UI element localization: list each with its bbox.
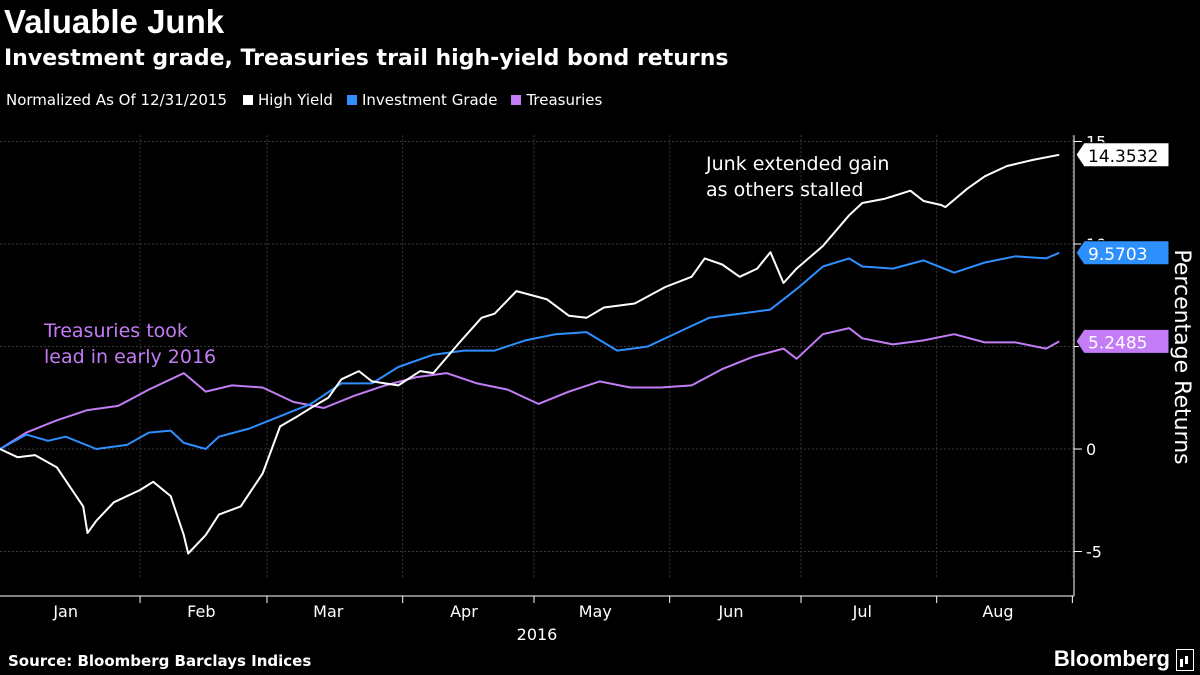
legend-item-investment-grade: Investment Grade xyxy=(346,90,498,110)
x-tick-label: Aug xyxy=(982,602,1013,621)
legend-item-high-yield: High Yield xyxy=(243,90,333,110)
series-line-treasuries xyxy=(0,327,1060,450)
end-flag-high-yield xyxy=(1075,142,1170,168)
annotation-line: lead in early 2016 xyxy=(44,346,216,368)
legend-label-high-yield: High Yield xyxy=(258,91,333,109)
end-value-label-treasuries: 5.2485 xyxy=(1088,333,1147,353)
y-tick-label: 0 xyxy=(1086,440,1096,459)
x-tick-label: Jan xyxy=(52,602,78,621)
end-flag-treasuries xyxy=(1075,328,1170,354)
end-value-label-investment-grade: 9.5703 xyxy=(1088,245,1147,265)
annotation-line: as others stalled xyxy=(706,179,863,201)
x-tick-label: Jul xyxy=(852,602,872,621)
x-tick-label: May xyxy=(579,602,612,621)
legend-swatch-high-yield xyxy=(243,95,253,105)
source-note: Source: Bloomberg Barclays Indices xyxy=(8,652,312,670)
x-tick-label: Feb xyxy=(187,602,215,621)
legend-item-treasuries: Treasuries xyxy=(511,90,602,110)
chart-subtitle: Investment grade, Treasuries trail high-… xyxy=(4,46,729,71)
legend-label-investment-grade: Investment Grade xyxy=(361,91,498,109)
legend-swatch-treasuries xyxy=(511,95,522,105)
legend-swatch-investment-grade xyxy=(346,95,357,105)
x-tick-label: Jun xyxy=(717,602,743,621)
y-axis-label: Percentage Returns xyxy=(1169,249,1194,464)
end-value-label-high-yield: 14.3532 xyxy=(1088,147,1158,167)
normalization-note: Normalized As Of 12/31/2015 xyxy=(6,91,227,109)
legend-label-treasuries: Treasuries xyxy=(526,91,603,109)
series-line-investment-grade xyxy=(0,251,1060,450)
x-tick-label: Mar xyxy=(313,602,344,621)
series-line-high-yield xyxy=(0,153,1060,555)
x-tick-label: Apr xyxy=(450,602,478,621)
bloomberg-chart-icon xyxy=(1176,649,1194,671)
chart-title: Valuable Junk xyxy=(4,3,225,40)
x-axis-label: 2016 xyxy=(517,625,558,644)
annotation-line: Treasuries took xyxy=(43,320,188,342)
bloomberg-logo: Bloomberg xyxy=(1053,646,1170,671)
legend: Normalized As Of 12/31/2015 High Yield I… xyxy=(6,90,616,110)
y-tick-label: -5 xyxy=(1086,543,1102,562)
annotation-line: Junk extended gain xyxy=(705,153,889,175)
end-flag-investment-grade xyxy=(1075,240,1170,266)
